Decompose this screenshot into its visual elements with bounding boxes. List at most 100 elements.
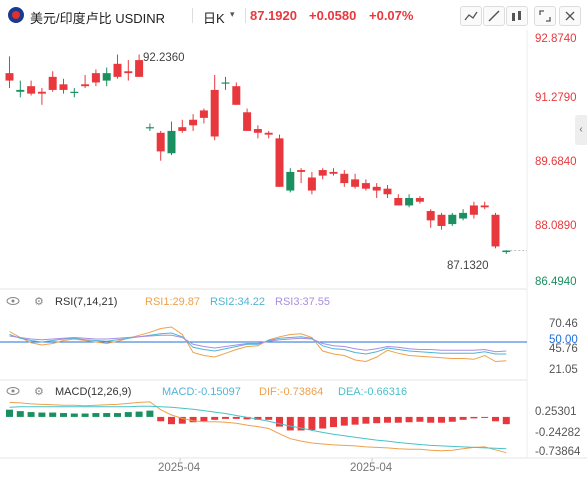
candle-body [437, 214, 446, 226]
macd-bar [308, 416, 316, 430]
macd-bar [243, 416, 251, 420]
macd-tick: 0.25301 [535, 406, 577, 418]
draw-icon[interactable] [483, 6, 505, 26]
dif-legend: DIF:-0.73864 [259, 386, 324, 398]
candle-body [297, 170, 306, 172]
macd-bar [38, 412, 46, 417]
candle-body [199, 110, 208, 118]
rsi3-legend: RSI3:37.55 [275, 296, 331, 308]
candle-body [81, 84, 90, 87]
rsi-ref-tick: 50.00 [549, 334, 578, 346]
rsi-line-rsi1 [9, 326, 507, 363]
macd-bar [103, 413, 111, 417]
candle-body [307, 177, 316, 191]
y-tick-label: 86.4940 [535, 276, 577, 288]
candle-body [340, 173, 349, 184]
candle-body [469, 205, 478, 215]
last-price: 87.1920 [250, 8, 297, 23]
y-tick-label: 91.2790 [535, 92, 577, 104]
macd-bar [373, 416, 381, 424]
candle-body [502, 250, 511, 253]
macd-bar [211, 416, 219, 420]
macd-bar [114, 413, 121, 417]
candle-body [351, 179, 360, 187]
x-tick-label: 2025-04 [350, 462, 393, 474]
macd-bar [200, 416, 208, 422]
macd-bar [394, 416, 402, 423]
candle-body [426, 211, 435, 221]
flag-icon [8, 7, 24, 23]
macd-bar [319, 416, 327, 429]
candle-body [448, 214, 457, 225]
candle-body [167, 130, 176, 154]
settings-icon[interactable]: ⚙ [34, 386, 44, 398]
macd-legend: MACD:-0.15097 [162, 386, 241, 398]
dea-line [9, 405, 507, 450]
chart-type-icon[interactable] [460, 6, 482, 26]
rsi-tick: 21.05 [549, 364, 578, 376]
candle-body [491, 214, 500, 247]
eye-icon[interactable] [6, 296, 20, 309]
macd-bar [276, 416, 283, 427]
macd-bar [60, 413, 67, 417]
settings-icon[interactable]: ⚙ [34, 296, 44, 308]
y-tick-label: 88.0890 [535, 220, 577, 232]
chart-header: 美元/印度卢比 USDINR 日K ▾ 87.1920 +0.0580 +0.0… [0, 0, 587, 30]
macd-bar [124, 412, 132, 417]
macd-bar [6, 409, 13, 417]
candle-body [286, 171, 295, 191]
candle-body [361, 183, 370, 189]
indicator-icon[interactable] [506, 6, 528, 26]
macd-tick: -0.73864 [535, 446, 581, 458]
y-tick-label: 92.8740 [535, 33, 577, 45]
macd-bar [254, 416, 262, 420]
max-price-label: 92.2360 [143, 52, 185, 64]
macd-tick: -0.24282 [535, 427, 581, 439]
candle-body [253, 129, 262, 133]
rsi-tick: 45.76 [549, 343, 578, 355]
candle-body [221, 82, 230, 84]
macd-bar [286, 416, 294, 431]
macd-bar [49, 412, 57, 417]
macd-bar [92, 413, 100, 417]
candle-body [102, 73, 111, 81]
macd-bar [178, 416, 186, 424]
period-selector[interactable]: 日K [203, 11, 225, 26]
x-tick-label: 2025-04 [158, 462, 201, 474]
candle-body [70, 91, 79, 93]
macd-bar [340, 416, 348, 426]
macd-bar [232, 416, 240, 419]
chevron-down-icon[interactable]: ▾ [230, 9, 235, 19]
candle-body [91, 73, 100, 83]
candle-body [243, 112, 252, 131]
candle-body [189, 119, 198, 126]
macd-bar [384, 416, 391, 423]
candle-body [383, 188, 392, 195]
macd-bar [146, 410, 154, 417]
macd-bar [459, 416, 467, 420]
candle-body [275, 138, 284, 187]
macd-bar [405, 416, 413, 423]
candle-body [27, 86, 36, 94]
fullscreen-icon[interactable] [534, 6, 556, 26]
macd-bar [16, 411, 24, 417]
eye-icon[interactable] [6, 386, 20, 399]
candle-body [178, 127, 187, 131]
macd-bar [448, 416, 456, 422]
candle-body [16, 89, 25, 92]
close-icon[interactable] [559, 6, 581, 26]
collapse-panel-button[interactable]: ‹ [575, 115, 587, 145]
macd-bar [70, 413, 78, 417]
candle-body [415, 198, 424, 202]
macd-bar [438, 416, 445, 423]
symbol-name[interactable]: 美元/印度卢比 USDINR [30, 11, 166, 26]
macd-bar [416, 416, 424, 422]
candle-body [210, 89, 219, 137]
macd-title: MACD(12,26,9) [55, 386, 132, 398]
candle-body [135, 60, 144, 77]
candle-body [318, 170, 327, 176]
macd-bar [168, 416, 175, 425]
rsi-title: RSI(7,14,21) [55, 296, 118, 308]
dif-line [9, 401, 507, 454]
